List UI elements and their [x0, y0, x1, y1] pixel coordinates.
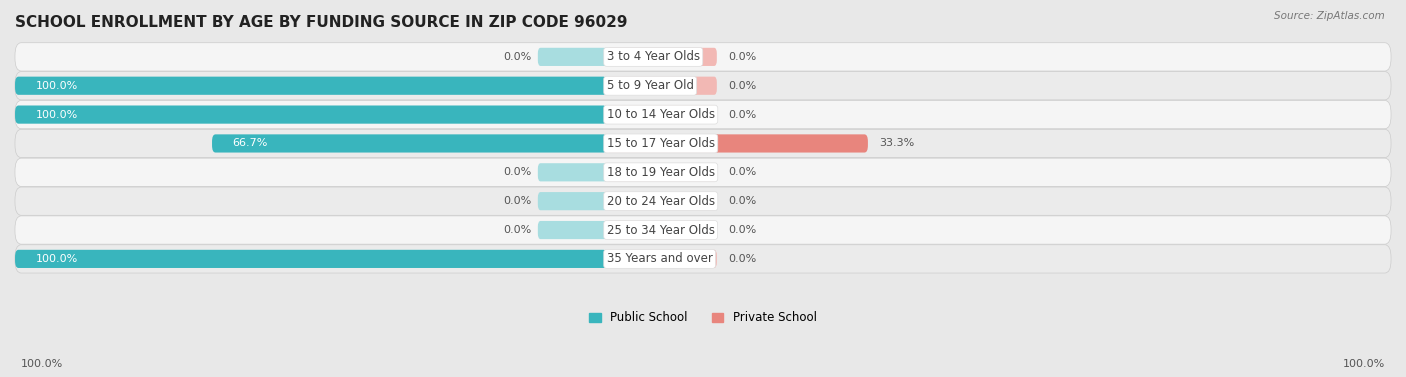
Text: 15 to 17 Year Olds: 15 to 17 Year Olds	[607, 137, 714, 150]
Text: 100.0%: 100.0%	[1343, 359, 1385, 369]
FancyBboxPatch shape	[15, 43, 1391, 71]
FancyBboxPatch shape	[606, 163, 717, 181]
Text: 66.7%: 66.7%	[233, 138, 269, 149]
Text: Source: ZipAtlas.com: Source: ZipAtlas.com	[1274, 11, 1385, 21]
FancyBboxPatch shape	[606, 134, 868, 153]
Text: 100.0%: 100.0%	[35, 110, 77, 120]
Text: 10 to 14 Year Olds: 10 to 14 Year Olds	[607, 108, 714, 121]
FancyBboxPatch shape	[606, 106, 717, 124]
Text: 0.0%: 0.0%	[503, 52, 531, 62]
FancyBboxPatch shape	[15, 216, 1391, 244]
Text: 5 to 9 Year Old: 5 to 9 Year Old	[607, 79, 693, 92]
FancyBboxPatch shape	[15, 100, 1391, 129]
FancyBboxPatch shape	[538, 221, 607, 239]
FancyBboxPatch shape	[15, 250, 607, 268]
Text: 100.0%: 100.0%	[35, 254, 77, 264]
Text: 18 to 19 Year Olds: 18 to 19 Year Olds	[607, 166, 714, 179]
FancyBboxPatch shape	[538, 192, 607, 210]
FancyBboxPatch shape	[15, 77, 607, 95]
FancyBboxPatch shape	[606, 250, 717, 268]
Text: 20 to 24 Year Olds: 20 to 24 Year Olds	[607, 195, 714, 208]
FancyBboxPatch shape	[538, 163, 607, 181]
FancyBboxPatch shape	[15, 187, 1391, 215]
FancyBboxPatch shape	[538, 48, 607, 66]
Text: 25 to 34 Year Olds: 25 to 34 Year Olds	[607, 224, 714, 236]
Text: 0.0%: 0.0%	[503, 225, 531, 235]
Text: 0.0%: 0.0%	[728, 196, 756, 206]
FancyBboxPatch shape	[606, 77, 717, 95]
FancyBboxPatch shape	[15, 106, 607, 124]
Text: 35 Years and over: 35 Years and over	[607, 252, 713, 265]
Legend: Public School, Private School: Public School, Private School	[589, 311, 817, 325]
Text: 0.0%: 0.0%	[728, 52, 756, 62]
Text: 3 to 4 Year Olds: 3 to 4 Year Olds	[607, 51, 700, 63]
Text: 33.3%: 33.3%	[879, 138, 914, 149]
Text: 0.0%: 0.0%	[728, 167, 756, 177]
FancyBboxPatch shape	[212, 134, 607, 153]
FancyBboxPatch shape	[606, 48, 717, 66]
Text: SCHOOL ENROLLMENT BY AGE BY FUNDING SOURCE IN ZIP CODE 96029: SCHOOL ENROLLMENT BY AGE BY FUNDING SOUR…	[15, 15, 627, 30]
Text: 0.0%: 0.0%	[728, 254, 756, 264]
Text: 0.0%: 0.0%	[503, 167, 531, 177]
FancyBboxPatch shape	[15, 245, 1391, 273]
Text: 100.0%: 100.0%	[21, 359, 63, 369]
FancyBboxPatch shape	[15, 129, 1391, 158]
Text: 0.0%: 0.0%	[728, 110, 756, 120]
Text: 100.0%: 100.0%	[35, 81, 77, 91]
Text: 0.0%: 0.0%	[728, 225, 756, 235]
FancyBboxPatch shape	[15, 158, 1391, 187]
FancyBboxPatch shape	[606, 221, 717, 239]
Text: 0.0%: 0.0%	[503, 196, 531, 206]
FancyBboxPatch shape	[15, 72, 1391, 100]
Text: 0.0%: 0.0%	[728, 81, 756, 91]
FancyBboxPatch shape	[606, 192, 717, 210]
